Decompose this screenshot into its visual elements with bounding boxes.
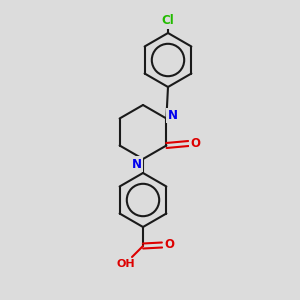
Text: N: N <box>167 109 177 122</box>
Text: OH: OH <box>117 259 135 269</box>
Text: Cl: Cl <box>162 14 174 28</box>
Text: O: O <box>164 238 174 251</box>
Text: O: O <box>190 137 200 150</box>
Text: N: N <box>132 158 142 170</box>
